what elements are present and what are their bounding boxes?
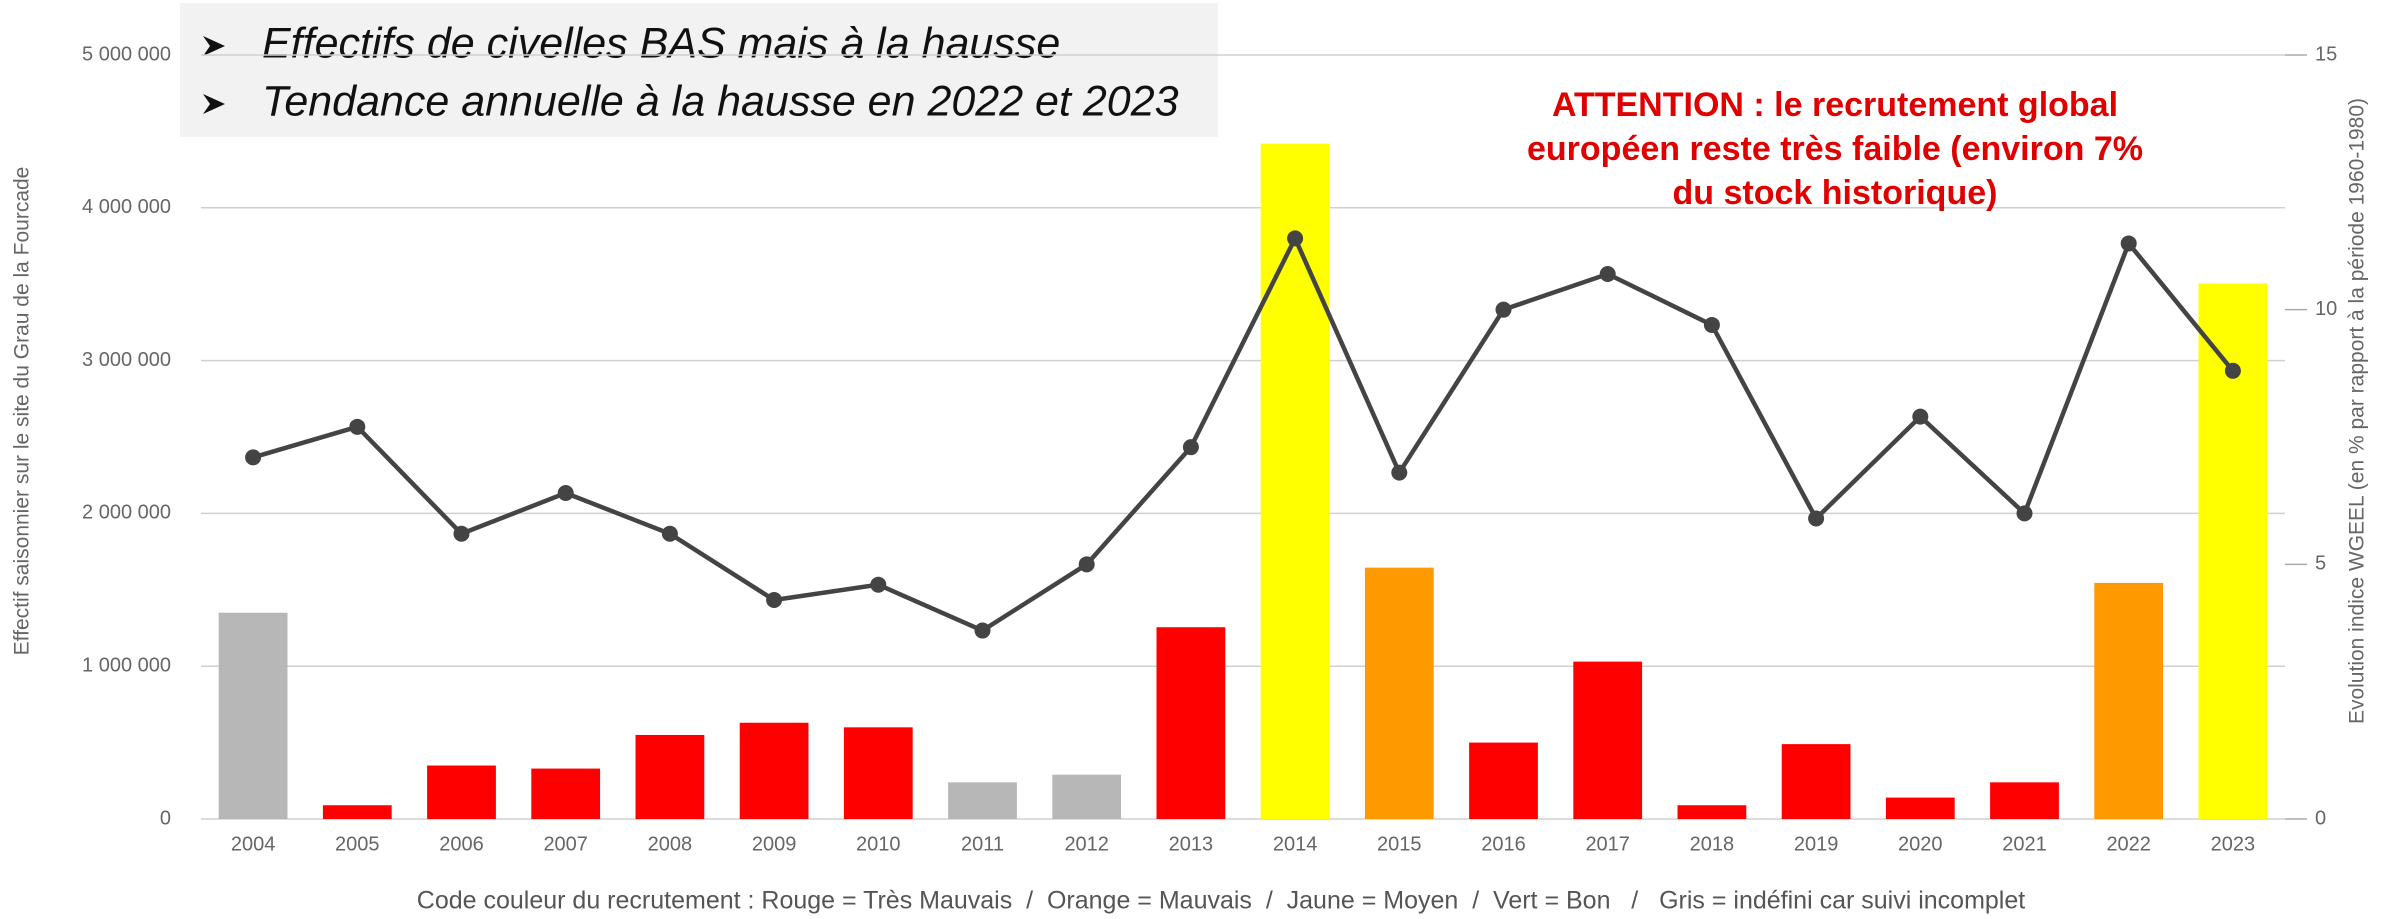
x-tick-label: 2016 (1481, 833, 1526, 855)
bar (948, 782, 1017, 819)
bullet-arrow (203, 94, 225, 114)
y2-tick-label: 10 (2315, 298, 2337, 320)
line-marker (766, 591, 783, 608)
bar (427, 765, 496, 819)
x-tick-label: 2018 (1690, 833, 1735, 855)
line-marker (2224, 362, 2241, 379)
annotation: européen reste très faible (environ 7% (1527, 130, 2143, 168)
line-marker (1391, 464, 1408, 481)
bar (1885, 797, 1955, 819)
y2-tick-label: 5 (2315, 553, 2326, 575)
bullet-text: Tendance annuelle à la hausse en 2022 et… (262, 77, 1179, 125)
x-tick-label: 2007 (543, 833, 588, 855)
bar (1260, 143, 1330, 819)
bullet-box (180, 3, 1218, 137)
line-marker (1599, 266, 1616, 283)
line-marker (870, 576, 887, 593)
x-tick-label: 2021 (2002, 833, 2047, 855)
x-tick-label: 2010 (856, 833, 901, 855)
y-axis-title: Effectif saisonnier sur le site du Grau … (11, 167, 34, 656)
bar (843, 727, 913, 819)
y-tick-label: 0 (160, 807, 171, 829)
x-tick-label: 2014 (1273, 833, 1318, 855)
line-marker (1287, 230, 1304, 247)
x-tick-label: 2006 (439, 833, 484, 855)
bar (1573, 661, 1643, 819)
bar (1469, 742, 1538, 819)
bar (739, 722, 809, 819)
line-marker (661, 525, 678, 542)
bar (1677, 805, 1747, 819)
line-marker (1182, 439, 1199, 456)
bar (635, 734, 705, 819)
x-tick-label: 2023 (2211, 833, 2256, 855)
y-tick-label: 5 000 000 (82, 43, 171, 65)
bar (1052, 774, 1122, 819)
x-tick-label: 2015 (1377, 833, 1422, 855)
bar (2094, 582, 2164, 819)
y-tick-label: 4 000 000 (82, 196, 171, 218)
bullet-arrow (203, 36, 225, 56)
x-tick-label: 2011 (961, 833, 1004, 855)
line-marker (557, 485, 574, 502)
x-tick-label: 2020 (1898, 833, 1943, 855)
line-marker (2016, 505, 2033, 522)
bar (218, 612, 288, 819)
bullet-text: Effectifs de civelles BAS mais à la haus… (262, 19, 1060, 67)
bar (531, 768, 601, 819)
bar (322, 805, 392, 819)
footnote: Code couleur du recrutement : Rouge = Tr… (417, 887, 2025, 915)
y2-axis-title: Evolution indice WGEEL (en % par rapport… (2346, 98, 2369, 724)
annotation: ATTENTION : le recrutement global (1552, 86, 2118, 124)
bar (1781, 744, 1851, 819)
line-marker (1703, 316, 1720, 333)
line-marker (349, 418, 366, 435)
x-tick-label: 2017 (1585, 833, 1630, 855)
line-marker (974, 622, 991, 639)
bar (1364, 567, 1434, 819)
line-marker (245, 449, 262, 466)
x-tick-label: 2008 (648, 833, 693, 855)
x-tick-label: 2019 (1794, 833, 1839, 855)
x-tick-label: 2005 (335, 833, 380, 855)
y2-tick-label: 15 (2315, 43, 2337, 65)
x-tick-label: 2004 (231, 833, 276, 855)
line (252, 233, 2235, 634)
line-marker (1495, 301, 1512, 318)
y-tick-label: 2 000 000 (82, 502, 171, 524)
line-marker (1912, 408, 1929, 425)
line-marker (1078, 556, 1095, 573)
x-tick-label: 2012 (1064, 833, 1109, 855)
bar (1990, 782, 2059, 819)
y2-tick-label: 0 (2315, 807, 2326, 829)
line-marker (2120, 235, 2137, 252)
x-tick-label: 2013 (1169, 833, 1214, 855)
x-tick-label: 2022 (2106, 833, 2151, 855)
annotation: du stock historique) (1673, 174, 1998, 212)
plot-area (201, 54, 2285, 820)
y-tick-label: 1 000 000 (82, 654, 171, 676)
y-tick-label: 3 000 000 (82, 349, 171, 371)
bar (1156, 627, 1226, 819)
x-tick-label: 2009 (752, 833, 797, 855)
line-marker (453, 525, 470, 542)
line-marker (1808, 510, 1825, 527)
